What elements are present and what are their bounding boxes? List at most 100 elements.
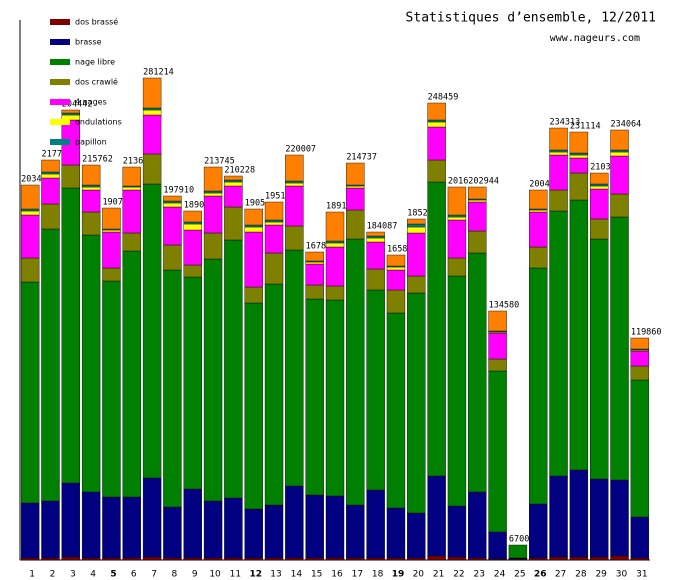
bars — [20, 77, 650, 561]
bar-segment — [41, 228, 60, 502]
x-tick-label: 15 — [311, 570, 322, 580]
bar-segment — [407, 512, 426, 559]
total-label: 2016 — [448, 177, 468, 187]
bar-segment — [20, 210, 40, 216]
legend-swatch — [50, 119, 70, 125]
legend-label: brasse — [75, 38, 102, 47]
bar-segment — [386, 312, 406, 509]
legend-swatch — [50, 59, 70, 65]
bar-segment — [81, 211, 101, 236]
bar-segment — [549, 151, 568, 156]
bar-segment — [285, 154, 304, 182]
bar-segment — [122, 250, 141, 498]
total-label: 214737 — [346, 153, 377, 163]
bar-segment — [244, 286, 263, 304]
bar-segment — [630, 516, 650, 559]
bar-segment — [529, 246, 548, 269]
bar-segment — [20, 557, 40, 561]
bar-segment — [102, 207, 121, 230]
bar-segment — [163, 200, 182, 204]
bar-segment — [41, 159, 60, 173]
legend-label: papillon — [75, 138, 107, 147]
x-tick-label: 22 — [453, 570, 464, 580]
bar-segment — [142, 556, 162, 561]
bar-segment — [224, 185, 243, 208]
bar-segment — [102, 267, 121, 282]
x-tick-label: 27 — [555, 570, 566, 580]
total-label: 234313 — [550, 118, 581, 128]
bar-segment — [468, 186, 487, 200]
bar-segment — [122, 496, 141, 559]
bar-segment — [61, 112, 81, 116]
x-tick-label: 11 — [230, 570, 241, 580]
bar-segment — [325, 240, 345, 244]
bar-segment — [569, 157, 589, 174]
bar-segment — [20, 214, 40, 259]
bar-segment — [224, 179, 243, 183]
bar-segment — [20, 502, 40, 559]
total-label: 281214 — [143, 68, 174, 78]
bar-segment — [468, 201, 487, 232]
bar-segment — [386, 266, 406, 271]
bar-segment — [264, 224, 284, 254]
bar-segment — [203, 232, 223, 260]
bar-segment — [549, 475, 568, 558]
bar-segment — [122, 189, 141, 234]
bar-segment — [285, 485, 304, 559]
x-tick-label: 21 — [433, 570, 444, 580]
bar-segment — [569, 556, 589, 561]
bar-segment — [264, 504, 284, 559]
bar-segment — [325, 495, 345, 559]
x-tick-label: 6 — [131, 570, 137, 580]
bar-segment — [244, 224, 263, 228]
bar-segment — [61, 482, 81, 558]
bar-segment — [488, 332, 507, 360]
legend: dos brassé brasse nage libre dos crawlé 4 na… — [50, 17, 122, 147]
bar-segment — [203, 557, 223, 561]
bar-segment — [305, 284, 324, 300]
bar-segment — [285, 185, 304, 227]
bar-segment — [163, 195, 182, 202]
bar-segment — [41, 203, 60, 230]
bar-segment — [447, 556, 467, 561]
x-tick-label: 23 — [474, 570, 485, 580]
x-tick-label: 14 — [291, 570, 303, 580]
bar-segment — [41, 171, 60, 175]
bar-segment — [224, 239, 243, 499]
bar-segment — [305, 494, 324, 559]
x-tick-label: 30 — [616, 570, 628, 580]
bar-segment — [610, 155, 629, 195]
bar-segment — [346, 209, 365, 240]
total-label: 6700 — [509, 535, 529, 545]
bar-segment — [427, 126, 446, 161]
total-label: 234064 — [611, 120, 642, 130]
bar-segment — [224, 557, 243, 561]
bar-segment — [244, 231, 263, 288]
bar-segment — [325, 285, 345, 301]
bar-segment — [203, 500, 223, 559]
bar-segment — [407, 218, 426, 225]
bar-segment — [549, 189, 568, 212]
bar-segment — [630, 379, 650, 518]
bar-segment — [447, 257, 467, 277]
bar-segment — [41, 177, 60, 205]
bar-segment — [163, 206, 182, 246]
x-tick-label: 7 — [151, 570, 157, 580]
bar-segment — [589, 172, 609, 185]
bar-segment — [183, 221, 202, 225]
bar-segment — [569, 172, 589, 201]
total-label: 1658 — [387, 245, 407, 255]
bar-segment — [508, 544, 528, 559]
bar-segment — [630, 365, 650, 381]
legend-label: nage libre — [75, 58, 115, 67]
bar-segment — [203, 190, 223, 194]
bar-segment — [569, 199, 589, 471]
bar-segment — [529, 189, 548, 210]
bar-segment — [447, 505, 467, 558]
bar-segment — [122, 232, 141, 252]
bar-segment — [366, 557, 385, 561]
bar-segment — [610, 129, 629, 151]
bar-segment — [529, 267, 548, 505]
bar-segment — [610, 555, 629, 561]
bar-segment — [589, 238, 609, 480]
